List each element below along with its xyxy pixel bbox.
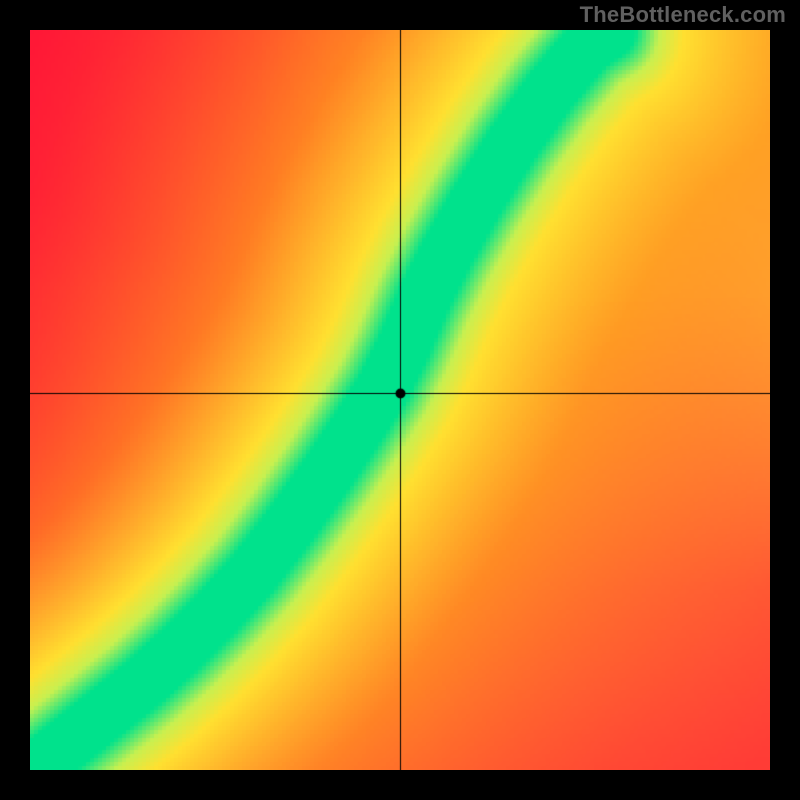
heatmap-canvas bbox=[30, 30, 770, 770]
chart-container: TheBottleneck.com bbox=[0, 0, 800, 800]
watermark-text: TheBottleneck.com bbox=[580, 2, 786, 28]
